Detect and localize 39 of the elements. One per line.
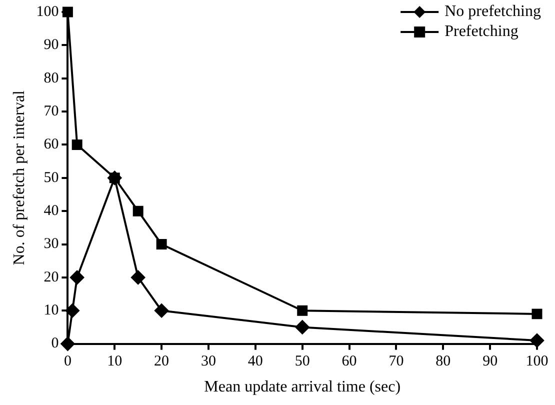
legend-label: Prefetching <box>444 23 518 40</box>
legend-label: No prefetching <box>444 3 541 20</box>
x-tick-label: 0 <box>64 354 72 370</box>
y-tick-label: 20 <box>44 269 59 286</box>
x-tick-label: 40 <box>248 354 263 370</box>
point <box>297 305 308 316</box>
point <box>131 270 146 284</box>
point <box>72 139 82 150</box>
x-axis-title: Mean update arrival time (sec) <box>204 378 401 396</box>
y-tick-label: 60 <box>44 136 59 153</box>
x-tick-label: 10 <box>107 354 122 370</box>
point <box>530 333 544 348</box>
y-tick-label: 90 <box>44 37 59 54</box>
point <box>60 336 75 351</box>
x-tick-label: 70 <box>388 354 404 370</box>
y-tick-label: 70 <box>44 103 59 120</box>
x-tick-label: 90 <box>482 354 498 370</box>
point <box>295 320 310 334</box>
y-tick-label: 40 <box>44 203 59 220</box>
y-tick-label: 30 <box>44 236 59 252</box>
x-tick-label: 80 <box>436 354 451 370</box>
y-tick-label: 10 <box>44 302 59 319</box>
point <box>156 239 167 250</box>
point <box>532 308 542 320</box>
point <box>65 304 80 318</box>
x-tick-label: 50 <box>294 354 310 370</box>
y-tick-label: 100 <box>36 4 59 20</box>
y-tick-label: 80 <box>44 70 59 86</box>
x-tick-label: 100 <box>526 354 548 370</box>
point <box>62 6 73 18</box>
point <box>70 270 84 284</box>
y-tick-label: 50 <box>44 170 59 186</box>
x-tick-label: 60 <box>342 354 357 370</box>
x-tick-label: 20 <box>154 354 170 370</box>
point <box>154 304 169 318</box>
y-tick-label: 0 <box>51 336 59 352</box>
point <box>132 206 144 216</box>
x-tick-label: 30 <box>200 354 216 370</box>
y-axis-title: No. of prefetch per interval <box>10 90 28 266</box>
